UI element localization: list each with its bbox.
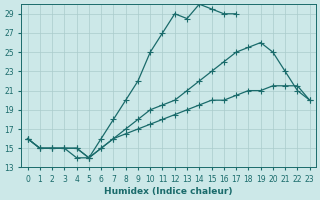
X-axis label: Humidex (Indice chaleur): Humidex (Indice chaleur)	[104, 187, 233, 196]
